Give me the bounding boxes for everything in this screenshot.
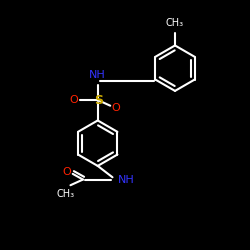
Text: O: O	[112, 103, 120, 113]
Text: O: O	[63, 166, 72, 176]
Text: CH₃: CH₃	[166, 18, 184, 28]
Text: NH: NH	[118, 174, 135, 184]
Text: O: O	[70, 95, 78, 105]
Text: S: S	[94, 94, 103, 106]
Text: NH: NH	[89, 70, 106, 80]
Text: CH₃: CH₃	[57, 189, 75, 199]
